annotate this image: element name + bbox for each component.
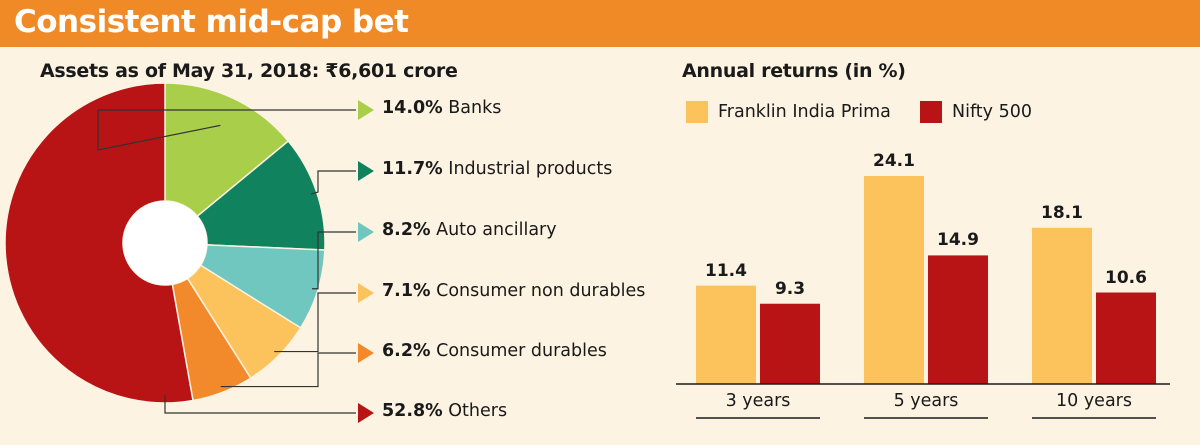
page-title: Consistent mid-cap bet [14, 4, 409, 40]
pie-label-pct-5: 52.8% [382, 401, 443, 421]
category-label-0: 3 years [725, 391, 791, 411]
legend-label-nifty: Nifty 500 [952, 102, 1032, 122]
legend-swatch-nifty [920, 101, 942, 123]
legend-item-nifty: Nifty 500 [920, 101, 1032, 123]
legend-item-franklin: Franklin India Prima [686, 101, 891, 123]
bar-0-0 [696, 285, 756, 384]
pie-label-5: 52.8% Others [382, 401, 507, 421]
pie-arrow-5 [358, 403, 374, 423]
bar-2-0 [1032, 227, 1092, 384]
pie-arrow-1 [358, 161, 374, 181]
pie-label-pct-3: 7.1% [382, 281, 431, 301]
pie-arrow-3 [358, 283, 374, 303]
bar-value-label-0-0: 11.4 [705, 260, 747, 281]
pie-label-0: 14.0% Banks [382, 98, 501, 118]
header-banner: Consistent mid-cap bet [0, 0, 1200, 47]
bar-2-1 [1096, 292, 1156, 384]
pie-arrow-2 [358, 222, 374, 242]
pie-leader-line-2 [312, 231, 356, 290]
bar-chart-title: Annual returns (in %) [682, 60, 906, 82]
pie-label-pct-1: 11.7% [382, 159, 443, 179]
bar-value-label-1-0: 24.1 [873, 151, 915, 171]
pie-arrow-0 [358, 100, 374, 120]
pie-label-1: 11.7% Industrial products [382, 159, 612, 179]
pie-label-text-2: Auto ancillary [430, 220, 557, 240]
bar-value-label-0-1: 9.3 [774, 278, 806, 299]
pie-label-text-1: Industrial products [442, 159, 613, 179]
bar-value-label-2-1: 10.6 [1105, 267, 1147, 288]
pie-leader-line-1 [310, 170, 356, 195]
pie-leader-line-3 [274, 292, 356, 353]
pie-leader-line-0 [97, 109, 356, 151]
pie-label-text-3: Consumer non durables [430, 281, 646, 301]
pie-chart-title: Assets as of May 31, 2018: ₹6,601 crore [40, 60, 458, 82]
category-label-1: 5 years [893, 391, 959, 411]
pie-label-3: 7.1% Consumer non durables [382, 281, 645, 301]
donut-hole [123, 201, 207, 285]
pie-label-4: 6.2% Consumer durables [382, 341, 607, 361]
bar-1-0 [864, 176, 924, 384]
pie-label-pct-0: 14.0% [382, 98, 443, 118]
pie-label-text-5: Others [442, 401, 508, 421]
pie-leader-line-4 [220, 352, 356, 388]
bar-value-label-2-0: 18.1 [1041, 202, 1083, 223]
legend-label-franklin: Franklin India Prima [718, 102, 891, 122]
pie-label-text-0: Banks [442, 98, 502, 118]
pie-arrow-4 [358, 343, 374, 363]
pie-label-pct-4: 6.2% [382, 341, 431, 361]
pie-label-2: 8.2% Auto ancillary [382, 220, 557, 240]
pie-leader-line-5 [164, 395, 356, 414]
bar-0-1 [760, 303, 820, 384]
bar-value-label-1-1: 14.9 [937, 230, 979, 251]
pie-slice-1 [196, 139, 326, 251]
bar-1-1 [928, 255, 988, 384]
pie-label-pct-2: 8.2% [382, 220, 431, 240]
legend-swatch-franklin [686, 101, 708, 123]
pie-label-text-4: Consumer durables [430, 341, 607, 361]
category-label-2: 10 years [1056, 391, 1132, 411]
